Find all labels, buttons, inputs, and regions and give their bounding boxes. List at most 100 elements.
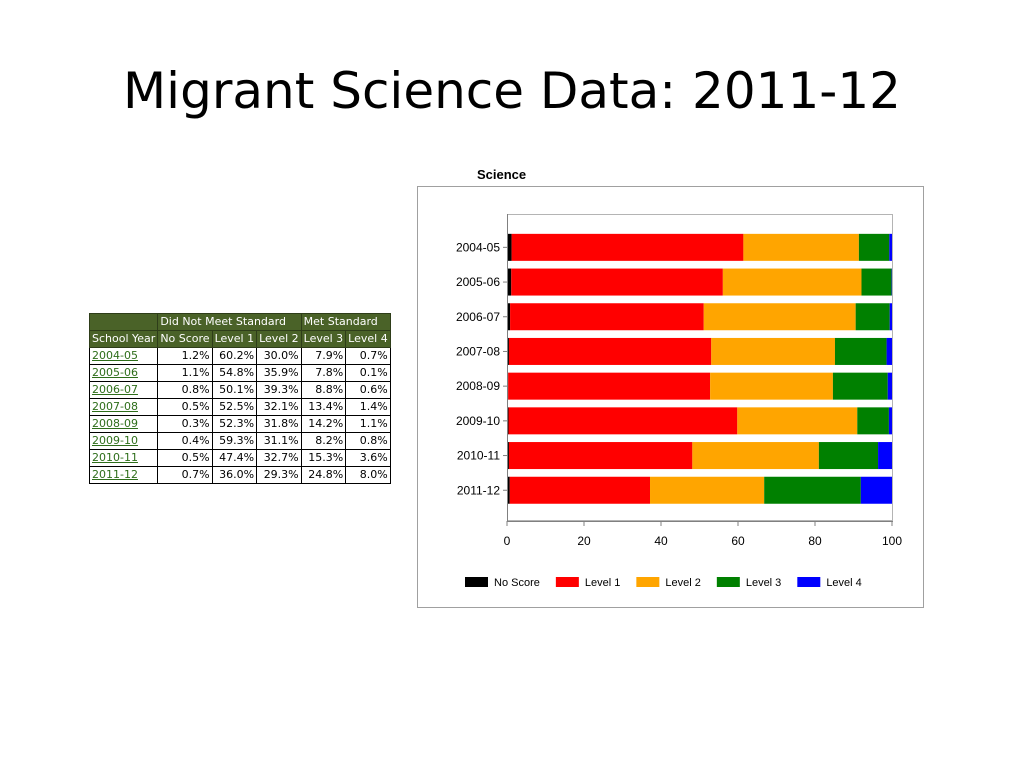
table-cell: 54.8% [211,364,258,382]
chart-title: Science [477,167,527,182]
table-cell: 1.1% [157,364,213,382]
bar-no-score-2006-07 [507,303,511,331]
bar-level-1-2004-05 [511,233,744,261]
legend-swatch-level-4 [797,577,821,587]
table-row: 2011-12 0.7% 36.0% 29.3% 24.8% 8.0% [88,466,391,484]
y-tick-label: 2007-08 [456,344,500,358]
table-cell: 30.0% [256,347,302,365]
bar-level-4-2010-11 [878,442,892,470]
group-header-met: Met Standard [300,313,391,331]
year-link[interactable]: 2004-05 [88,347,159,365]
column-header: Level 4 [345,330,391,348]
bar-level-1-2007-08 [508,337,712,365]
bar-no-score-2005-06 [507,268,512,296]
table-cell: 0.3% [157,415,213,433]
bar-level-4-2011-12 [860,476,892,504]
table-cell: 14.2% [300,415,347,433]
year-link[interactable]: 2011-12 [88,466,159,484]
y-tick-label: 2008-09 [456,379,500,393]
table-cell: 0.5% [157,449,213,467]
table-cell: 15.3% [300,449,347,467]
table-cell: 1.2% [157,347,213,365]
bar-level-4-2004-05 [889,233,892,261]
y-tick-label: 2009-10 [456,414,500,428]
table-cell: 0.6% [345,381,391,399]
data-table: Did Not Meet Standard Met Standard Schoo… [88,313,391,484]
bar-level-3-2011-12 [764,476,861,504]
table-cell: 3.6% [345,449,391,467]
table-cell: 0.5% [157,398,213,416]
y-tick-label: 2006-07 [456,310,500,324]
column-header: Level 1 [211,330,258,348]
bar-level-4-2007-08 [886,337,892,365]
table-cell: 8.8% [300,381,347,399]
bar-level-1-2011-12 [509,476,651,504]
bar-level-3-2007-08 [834,337,887,365]
table-cell: 32.7% [256,449,302,467]
group-header-did-not-meet: Did Not Meet Standard [157,313,302,331]
y-tick-label: 2011-12 [457,483,500,497]
table-cell: 1.4% [345,398,391,416]
table-cell: 39.3% [256,381,302,399]
x-tick-label: 100 [882,534,902,548]
x-tick-label: 40 [654,534,668,548]
bar-level-4-2008-09 [887,372,892,400]
bar-level-1-2008-09 [508,372,711,400]
year-link[interactable]: 2008-09 [88,415,159,433]
table-cell: 60.2% [211,347,258,365]
legend-label: Level 2 [665,577,700,589]
table-cell: 50.1% [211,381,258,399]
table-row: 2009-10 0.4% 59.3% 31.1% 8.2% 0.8% [88,432,391,450]
legend-swatch-level-2 [636,577,660,587]
table-group-header-row: Did Not Meet Standard Met Standard [88,313,391,331]
table-row: 2006-07 0.8% 50.1% 39.3% 8.8% 0.6% [88,381,391,399]
year-link[interactable]: 2010-11 [88,449,159,467]
year-link[interactable]: 2005-06 [88,364,159,382]
bar-level-3-2005-06 [861,268,892,296]
column-header: Level 2 [256,330,302,348]
x-tick-label: 20 [577,534,591,548]
bar-level-2-2004-05 [743,233,859,261]
table-cell: 1.1% [345,415,391,433]
table-row: 2004-05 1.2% 60.2% 30.0% 7.9% 0.7% [88,347,391,365]
bar-level-2-2007-08 [711,337,835,365]
table-cell: 52.5% [211,398,258,416]
bar-level-1-2005-06 [511,268,723,296]
bar-level-2-2008-09 [710,372,833,400]
table-cell: 0.7% [157,466,213,484]
legend-label: Level 3 [746,577,781,589]
stacked-bar-chart: 2004-05 2005-06 2006-07 2007-08 2008-09 2009-… [417,186,924,608]
table-row: 2010-11 0.5% 47.4% 32.7% 15.3% 3.6% [88,449,391,467]
y-tick-label: 2010-11 [457,449,500,463]
table-row: 2005-06 1.1% 54.8% 35.9% 7.8% 0.1% [88,364,391,382]
year-link[interactable]: 2009-10 [88,432,159,450]
table-cell: 0.8% [345,432,391,450]
bar-level-2-2011-12 [650,476,765,504]
table-row: 2007-08 0.5% 52.5% 32.1% 13.4% 1.4% [88,398,391,416]
column-header: School Year [88,330,159,348]
legend-label: No Score [494,577,540,589]
legend-label: Level 1 [585,577,620,589]
table-cell: 8.2% [300,432,347,450]
x-tick-label: 60 [731,534,745,548]
bar-level-4-2006-07 [889,303,892,331]
table-cell: 29.3% [256,466,302,484]
table-column-header-row: School Year No Score Level 1 Level 2 Lev… [88,330,391,348]
table-cell: 24.8% [300,466,347,484]
table-cell: 0.1% [345,364,391,382]
table-cell: 52.3% [211,415,258,433]
table-cell: 7.9% [300,347,347,365]
table-cell: 7.8% [300,364,347,382]
bar-level-4-2009-10 [888,407,892,435]
table-cell: 36.0% [211,466,258,484]
bar-level-2-2009-10 [737,407,858,435]
year-link[interactable]: 2006-07 [88,381,159,399]
table-cell: 31.1% [256,432,302,450]
table-cell: 31.8% [256,415,302,433]
table-cell: 0.8% [157,381,213,399]
bar-level-3-2010-11 [818,442,879,470]
bar-level-3-2006-07 [855,303,890,331]
year-link[interactable]: 2007-08 [88,398,159,416]
table-cell: 0.7% [345,347,391,365]
column-header: Level 3 [300,330,347,348]
